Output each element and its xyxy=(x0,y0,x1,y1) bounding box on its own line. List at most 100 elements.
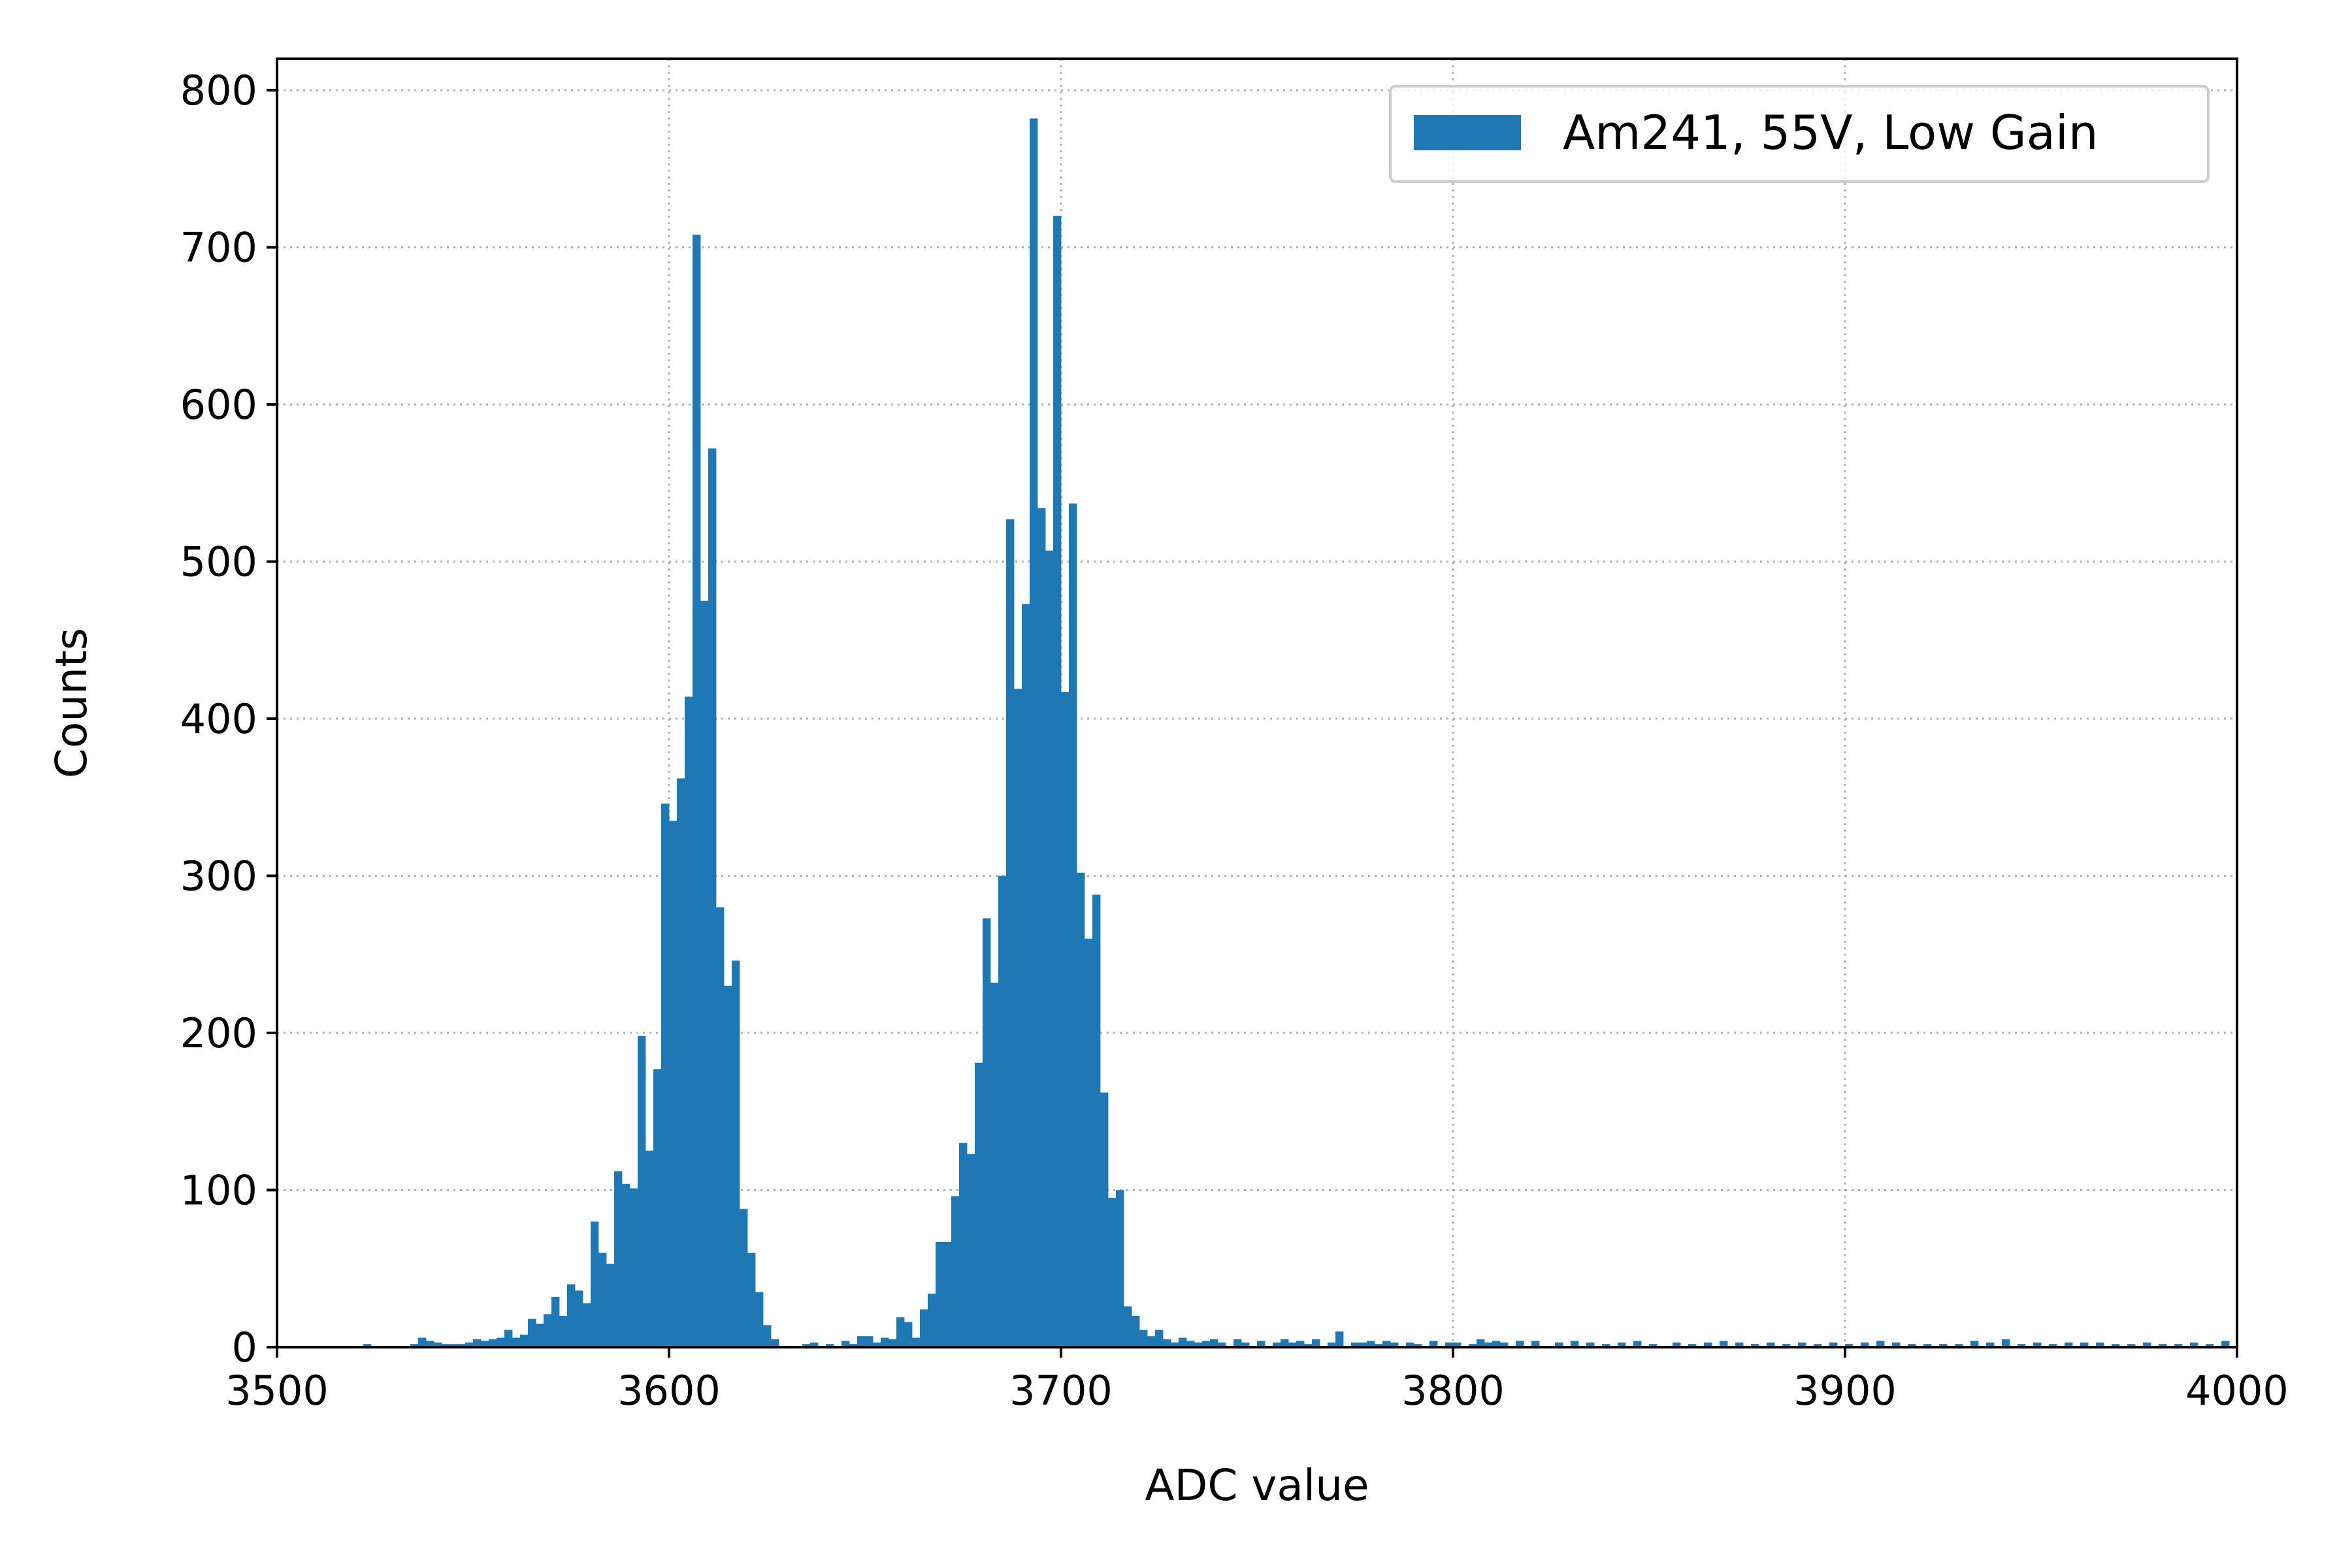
histogram-bar xyxy=(1351,1342,1360,1347)
histogram-bar xyxy=(2065,1342,2073,1347)
legend-box xyxy=(1389,85,2210,183)
histogram-bar xyxy=(990,983,999,1347)
histogram-bar xyxy=(1210,1339,1218,1347)
histogram-bar xyxy=(1132,1315,1140,1347)
histogram-bar xyxy=(481,1341,489,1347)
histogram-bar xyxy=(418,1337,427,1347)
histogram-bar xyxy=(1241,1342,1250,1347)
histogram-bar xyxy=(928,1294,936,1347)
histogram-bar xyxy=(975,1062,983,1347)
histogram-bars xyxy=(363,118,2230,1348)
histogram-bar xyxy=(2190,1342,2198,1347)
histogram-bar xyxy=(1006,519,1015,1347)
histogram-bar xyxy=(528,1318,536,1347)
legend-label: Am241, 55V, Low Gain xyxy=(1563,105,2098,160)
histogram-bar xyxy=(1986,1342,1995,1347)
histogram-bar xyxy=(1194,1342,1203,1347)
histogram-bar xyxy=(1414,1344,1422,1347)
histogram-bar xyxy=(1814,1344,1822,1347)
histogram-bar xyxy=(544,1314,552,1347)
histogram-bar xyxy=(1092,894,1101,1347)
y-tick-label: 700 xyxy=(180,224,257,272)
histogram-bar xyxy=(1288,1342,1297,1347)
x-axis-label: ADC value xyxy=(1145,1460,1369,1511)
histogram-bar xyxy=(1720,1341,1728,1347)
histogram-bar xyxy=(1531,1341,1540,1347)
histogram-bar xyxy=(449,1344,458,1347)
histogram-bar xyxy=(716,907,725,1347)
histogram-bar xyxy=(998,875,1007,1347)
histogram-bar xyxy=(951,1196,960,1347)
histogram-bar xyxy=(1908,1344,1916,1347)
histogram-bar xyxy=(1124,1306,1132,1347)
legend: Am241, 55V, Low Gain xyxy=(1389,85,2210,183)
histogram-bar xyxy=(1108,1198,1117,1347)
histogram-bar xyxy=(1304,1344,1313,1347)
histogram-bar xyxy=(677,778,685,1347)
histogram-bar xyxy=(826,1344,834,1347)
histogram-bar xyxy=(426,1341,434,1347)
histogram-bar xyxy=(1970,1341,1979,1347)
histogram-bar xyxy=(1704,1342,1712,1347)
x-tick-label: 4000 xyxy=(2185,1367,2289,1414)
histogram-bar xyxy=(1469,1344,1477,1347)
plot-area-frame xyxy=(276,57,2238,1348)
histogram-bar xyxy=(1014,689,1022,1347)
x-tick-label: 3700 xyxy=(1009,1367,1113,1414)
histogram-bar xyxy=(1186,1341,1195,1347)
histogram-bar xyxy=(1053,216,1062,1347)
histogram-bar xyxy=(1163,1339,1171,1347)
histogram-bar xyxy=(473,1339,482,1347)
histogram-bar xyxy=(1296,1341,1305,1347)
histogram-bar xyxy=(857,1336,866,1347)
histogram-bar xyxy=(1077,872,1085,1347)
histogram-bar xyxy=(614,1171,623,1347)
histogram-bar xyxy=(2221,1341,2230,1347)
histogram-bar xyxy=(1633,1341,1642,1347)
histogram-bar xyxy=(1516,1341,1524,1347)
histogram-bar xyxy=(1359,1342,1367,1347)
histogram-bar xyxy=(2017,1344,2026,1347)
histogram-bar xyxy=(653,1069,662,1347)
histogram-bar xyxy=(520,1334,529,1347)
histogram-bar xyxy=(1179,1337,1187,1347)
histogram-bar xyxy=(1602,1344,1610,1347)
histogram-bar xyxy=(802,1344,811,1347)
histogram-bar xyxy=(1751,1344,1759,1347)
histogram-bar xyxy=(2112,1344,2120,1347)
histogram-bar xyxy=(1030,118,1038,1347)
axis-ticks: 3500 3600 3700 3800 3900 4000 0 100 200 300 400 500… xyxy=(180,67,2289,1414)
histogram-bar xyxy=(959,1143,968,1347)
histogram-bar xyxy=(1735,1342,1744,1347)
histogram-bar xyxy=(1202,1341,1211,1347)
histogram-bar xyxy=(912,1337,921,1347)
histogram-bar xyxy=(1257,1341,1266,1347)
histogram-bar xyxy=(1939,1344,1948,1347)
histogram-bar xyxy=(810,1342,819,1347)
histogram-bar xyxy=(645,1151,654,1347)
y-tick-label: 800 xyxy=(180,67,257,114)
histogram-bar xyxy=(1798,1342,1806,1347)
histogram-bar xyxy=(1571,1341,1579,1347)
histogram-bar xyxy=(1100,1092,1109,1347)
histogram-bar xyxy=(920,1309,928,1347)
histogram-bar xyxy=(622,1183,630,1347)
histogram-bar xyxy=(1649,1344,1658,1347)
histogram-bar xyxy=(442,1344,450,1347)
histogram-bar xyxy=(1406,1342,1414,1347)
histogram-bar xyxy=(771,1339,779,1347)
y-tick-label: 300 xyxy=(180,853,257,900)
histogram-bar xyxy=(1139,1330,1148,1347)
histogram-bar xyxy=(1022,604,1030,1347)
x-tick-label: 3600 xyxy=(617,1367,721,1414)
histogram-bar xyxy=(1555,1342,1563,1347)
histogram-bar xyxy=(740,1209,748,1347)
histogram-bar xyxy=(1767,1342,1775,1347)
histogram-bar xyxy=(685,696,693,1347)
histogram-bar xyxy=(1147,1336,1156,1347)
histogram-bar xyxy=(575,1290,583,1347)
histogram-bar xyxy=(2174,1344,2183,1347)
histogram-bar xyxy=(591,1221,599,1347)
